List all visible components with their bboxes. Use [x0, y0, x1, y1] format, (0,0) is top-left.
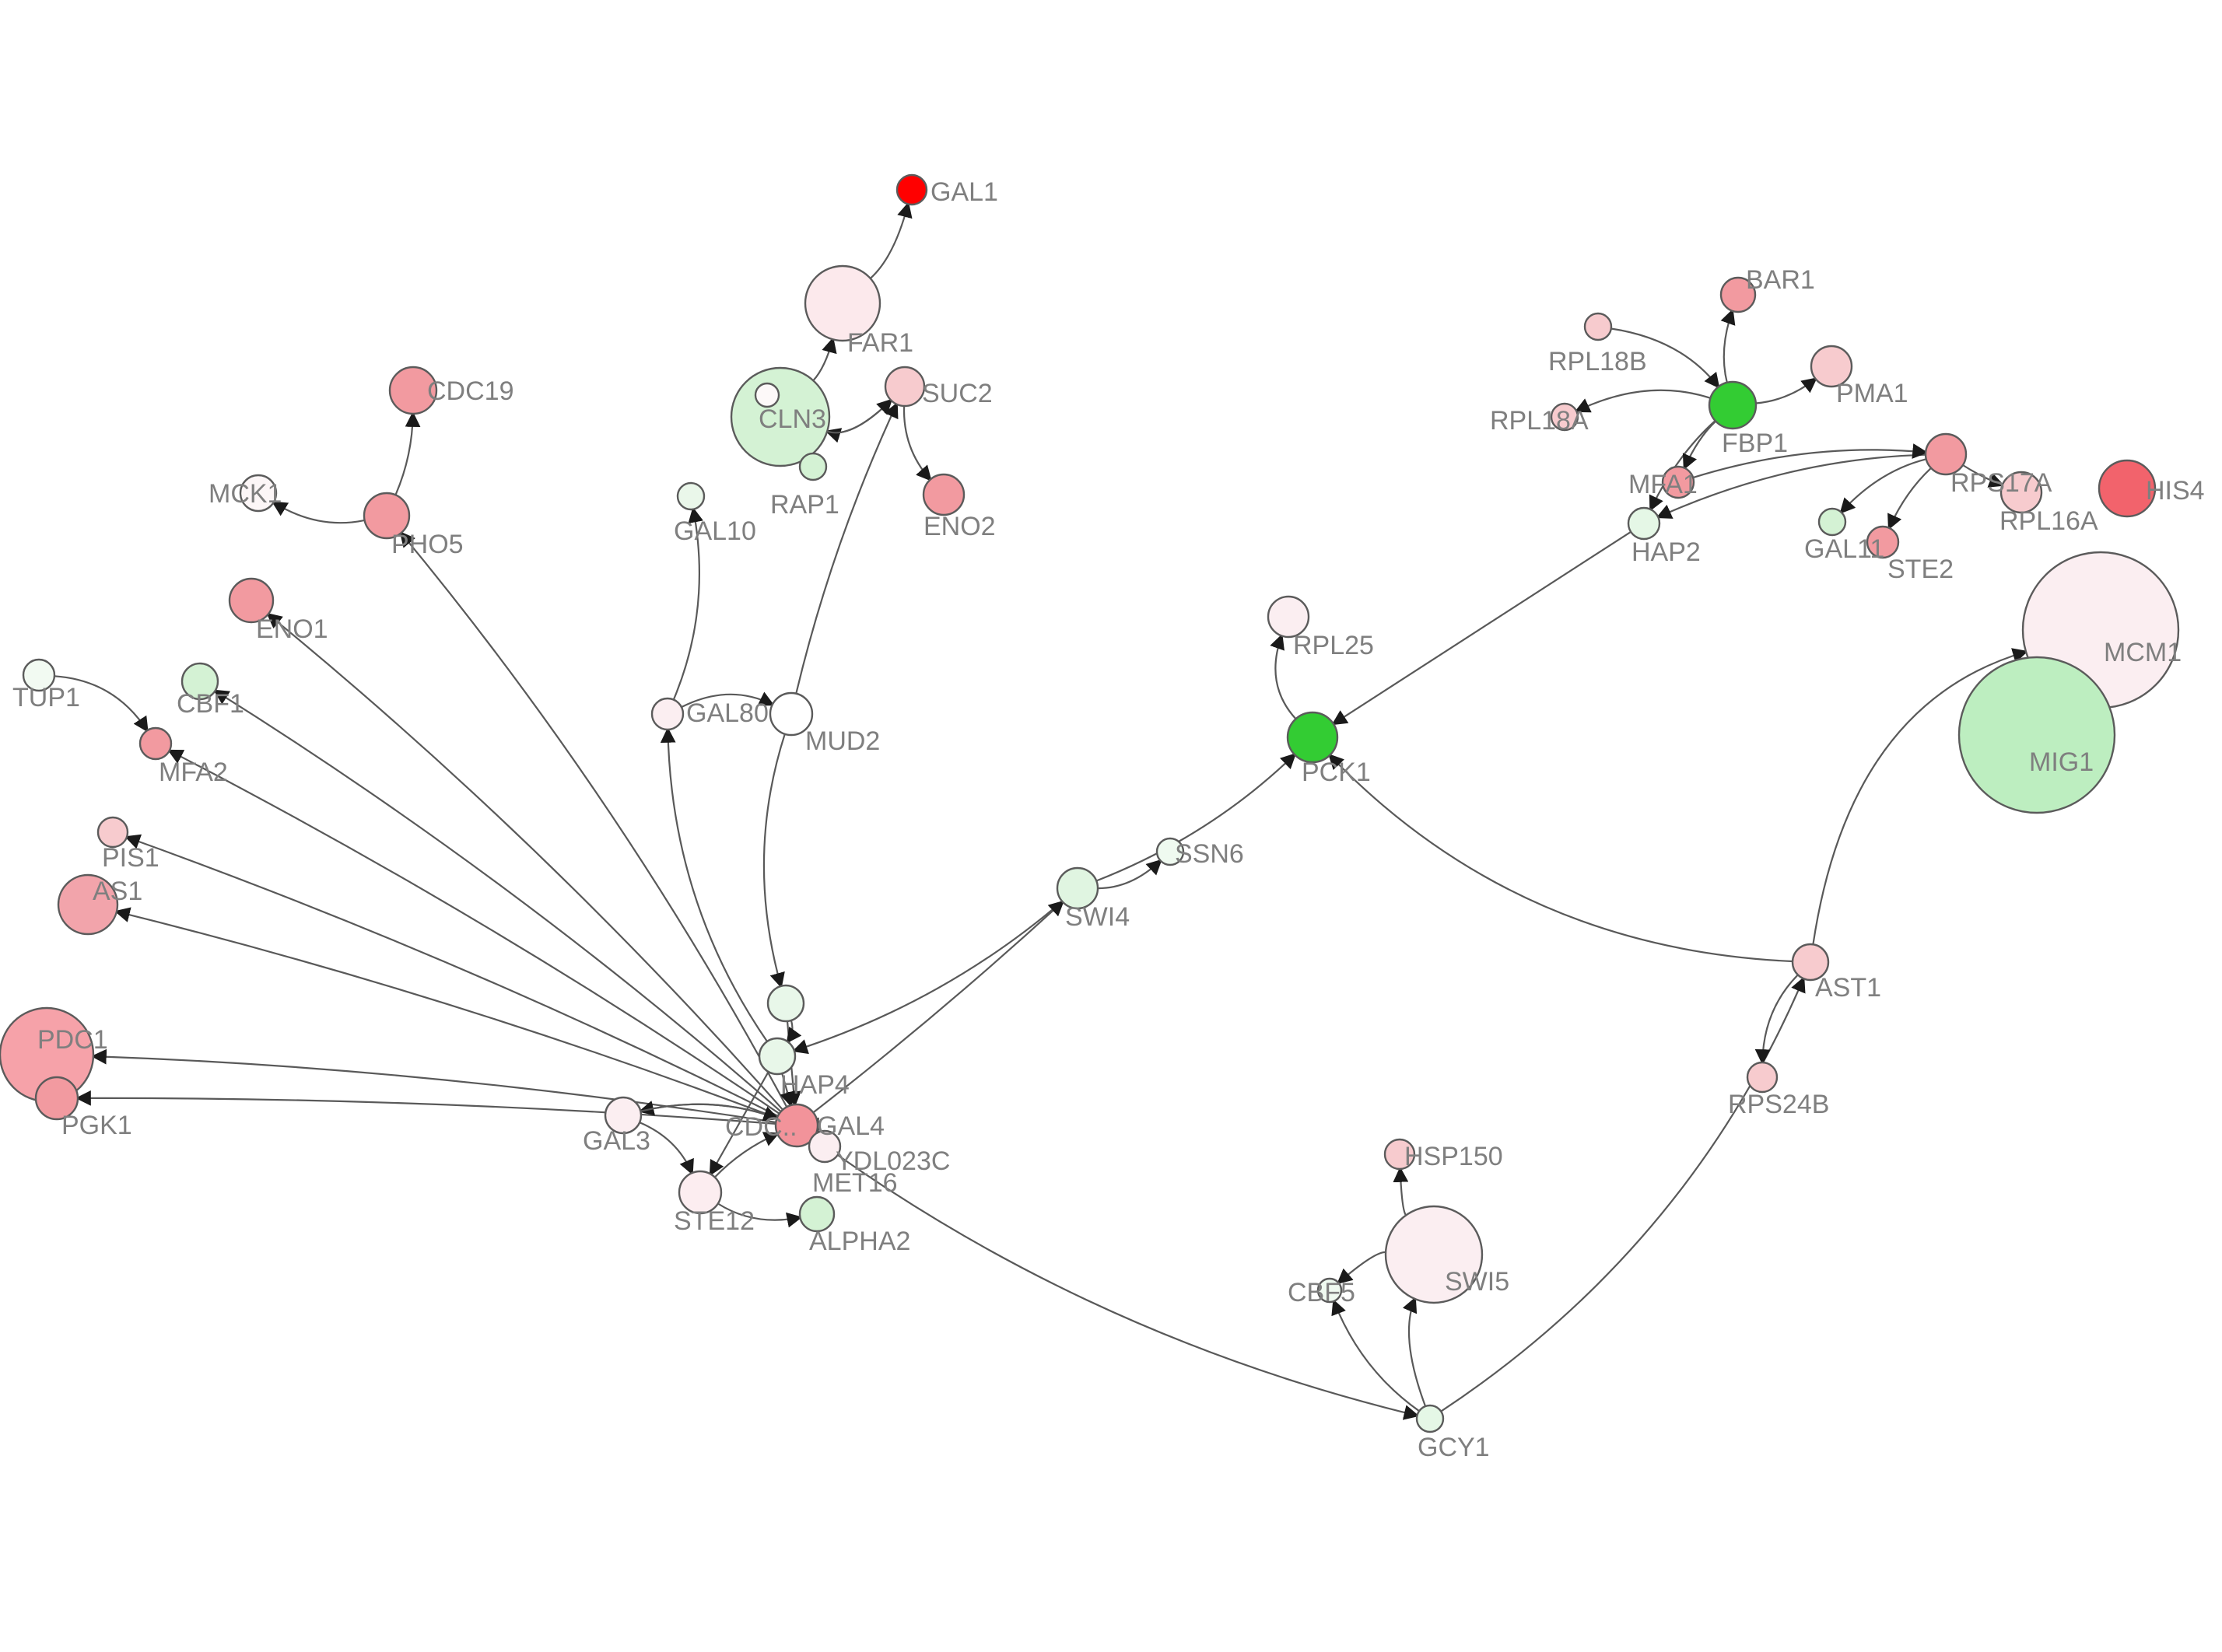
- svg-text:MCK1: MCK1: [209, 479, 282, 509]
- svg-text:GAL80: GAL80: [686, 698, 769, 728]
- svg-text:PDC1: PDC1: [37, 1025, 108, 1055]
- svg-text:RAP1: RAP1: [770, 490, 839, 520]
- svg-text:BAR1: BAR1: [1746, 265, 1815, 295]
- svg-text:HSP150: HSP150: [1404, 1142, 1503, 1171]
- svg-text:STE2: STE2: [1887, 555, 1954, 584]
- svg-text:RPS17A: RPS17A: [1950, 468, 2052, 498]
- svg-text:MFA1: MFA1: [1628, 470, 1698, 499]
- svg-text:AS1: AS1: [93, 877, 142, 906]
- svg-text:GAL3: GAL3: [583, 1126, 650, 1156]
- svg-text:FAR1: FAR1: [847, 328, 913, 358]
- svg-text:GAL11: GAL11: [1804, 534, 1884, 564]
- svg-text:GCY1: GCY1: [1418, 1433, 1490, 1462]
- svg-text:SUC2: SUC2: [922, 379, 993, 408]
- svg-text:MIG1: MIG1: [2029, 747, 2094, 777]
- svg-text:FBP1: FBP1: [1722, 429, 1788, 458]
- svg-text:MET16: MET16: [812, 1168, 898, 1198]
- svg-text:PIS1: PIS1: [102, 843, 159, 873]
- svg-text:RPL16A: RPL16A: [1999, 506, 2098, 536]
- svg-text:STE12: STE12: [674, 1206, 755, 1236]
- svg-text:RPL18B: RPL18B: [1548, 347, 1647, 376]
- svg-text:CDC..: CDC..: [725, 1112, 797, 1142]
- svg-text:SWI4: SWI4: [1065, 902, 1130, 932]
- svg-text:AST1: AST1: [1815, 973, 1881, 1003]
- svg-text:HAP4: HAP4: [780, 1070, 850, 1100]
- svg-text:GAL10: GAL10: [674, 516, 756, 546]
- svg-text:HAP2: HAP2: [1631, 537, 1701, 567]
- svg-text:SWI5: SWI5: [1445, 1267, 1509, 1297]
- svg-text:RPL18A: RPL18A: [1490, 406, 1589, 436]
- svg-text:GAL1: GAL1: [931, 177, 998, 207]
- svg-text:MFA2: MFA2: [159, 758, 228, 787]
- svg-text:MCM1: MCM1: [2104, 638, 2182, 667]
- svg-text:GAL4: GAL4: [817, 1111, 885, 1141]
- svg-text:ALPHA2: ALPHA2: [809, 1227, 910, 1256]
- svg-text:PMA1: PMA1: [1836, 379, 1908, 408]
- svg-text:HIS4: HIS4: [2146, 476, 2205, 506]
- svg-text:PCK1: PCK1: [1302, 758, 1371, 787]
- svg-text:CBF5: CBF5: [1288, 1278, 1355, 1307]
- svg-text:CBF1: CBF1: [177, 689, 244, 719]
- svg-text:MUD2: MUD2: [805, 726, 880, 756]
- svg-text:PGK1: PGK1: [61, 1111, 132, 1140]
- svg-text:TUP1: TUP1: [12, 683, 80, 712]
- svg-text:RPS24B: RPS24B: [1728, 1090, 1829, 1119]
- svg-text:RPL25: RPL25: [1293, 631, 1374, 660]
- svg-text:PHO5: PHO5: [391, 530, 464, 559]
- svg-text:ENO2: ENO2: [923, 512, 996, 541]
- svg-text:CDC19: CDC19: [427, 376, 513, 406]
- svg-text:SSN6: SSN6: [1175, 839, 1244, 869]
- svg-text:CLN3: CLN3: [759, 404, 826, 434]
- svg-text:ENO1: ENO1: [256, 614, 328, 644]
